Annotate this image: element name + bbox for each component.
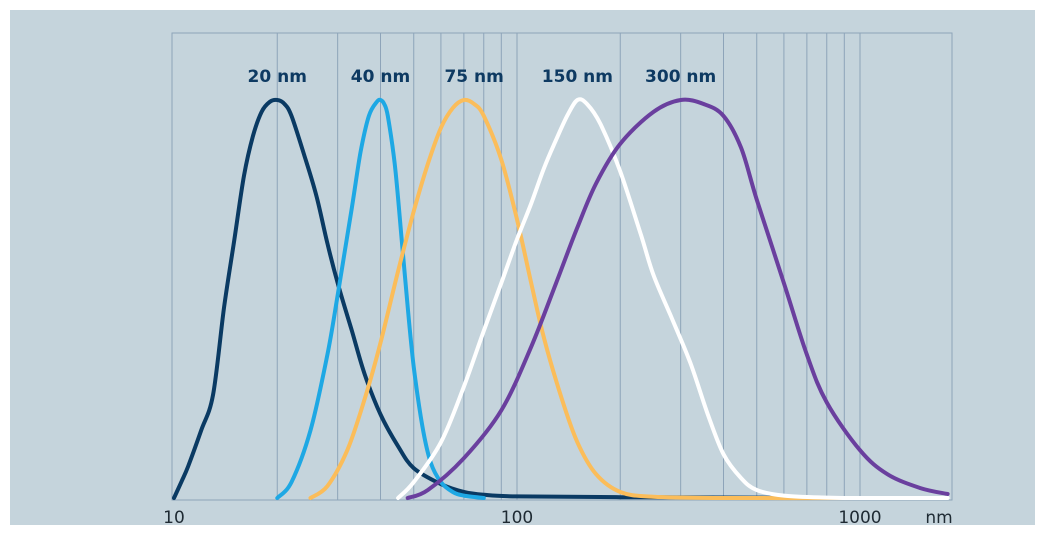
x-tick-label: 1000	[838, 508, 881, 525]
distribution-chart: 20 nm 40 nm 75 nm 150 nm 300 nm 10 100 1000 nm	[163, 32, 953, 525]
x-tick-label: 10	[163, 508, 185, 525]
chart-panel: 20 nm 40 nm 75 nm 150 nm 300 nm 10 100 1000 nm	[10, 10, 1035, 525]
peak-label: 20 nm	[248, 67, 307, 87]
series-line-75-nm	[308, 97, 862, 501]
series-line-150-nm	[396, 97, 950, 501]
series-line-40-nm	[275, 97, 486, 500]
x-axis-ticks: 10 100 1000 nm	[163, 508, 952, 525]
peak-labels: 20 nm 40 nm 75 nm 150 nm 300 nm	[248, 67, 717, 87]
x-axis-unit: nm	[925, 508, 952, 525]
peak-label: 150 nm	[542, 67, 613, 87]
series-line-20-nm	[172, 97, 809, 500]
peak-label: 75 nm	[444, 67, 503, 87]
peak-label: 40 nm	[351, 67, 410, 87]
x-tick-label: 100	[501, 508, 533, 525]
series-line-300-nm	[405, 97, 950, 500]
series-group	[172, 97, 950, 501]
peak-label: 300 nm	[645, 67, 716, 87]
